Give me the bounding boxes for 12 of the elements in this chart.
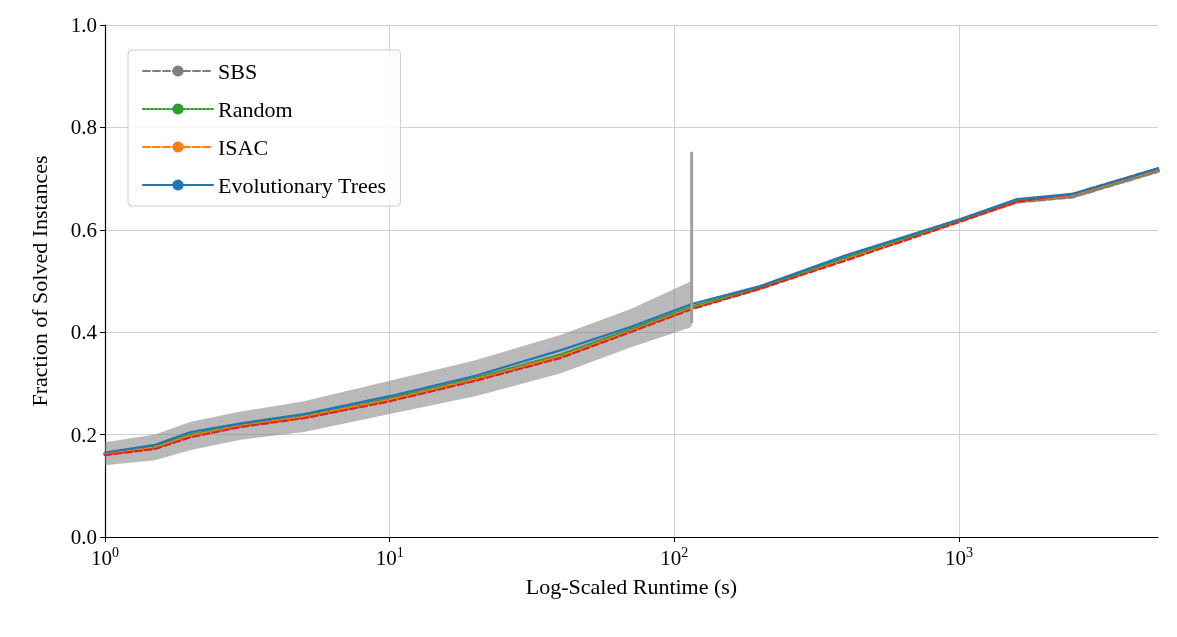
y-tick-label: 0.8 xyxy=(70,115,97,140)
legend-label: Evolutionary Trees xyxy=(218,172,387,198)
y-tick-label: 0.6 xyxy=(70,217,97,242)
x-axis-title: Log-Scaled Runtime (s) xyxy=(525,573,738,599)
y-tick-label: 0.4 xyxy=(70,320,98,345)
legend-label: Random xyxy=(218,96,293,122)
y-tick-label: 0.2 xyxy=(70,422,97,447)
legend-label: ISAC xyxy=(218,134,269,160)
y-axis-title: Fraction of Solved Instances xyxy=(26,155,52,407)
y-tick-label: 1.0 xyxy=(70,13,97,37)
legend-label: SBS xyxy=(218,58,258,84)
y-tick-label: 0.0 xyxy=(70,525,97,549)
